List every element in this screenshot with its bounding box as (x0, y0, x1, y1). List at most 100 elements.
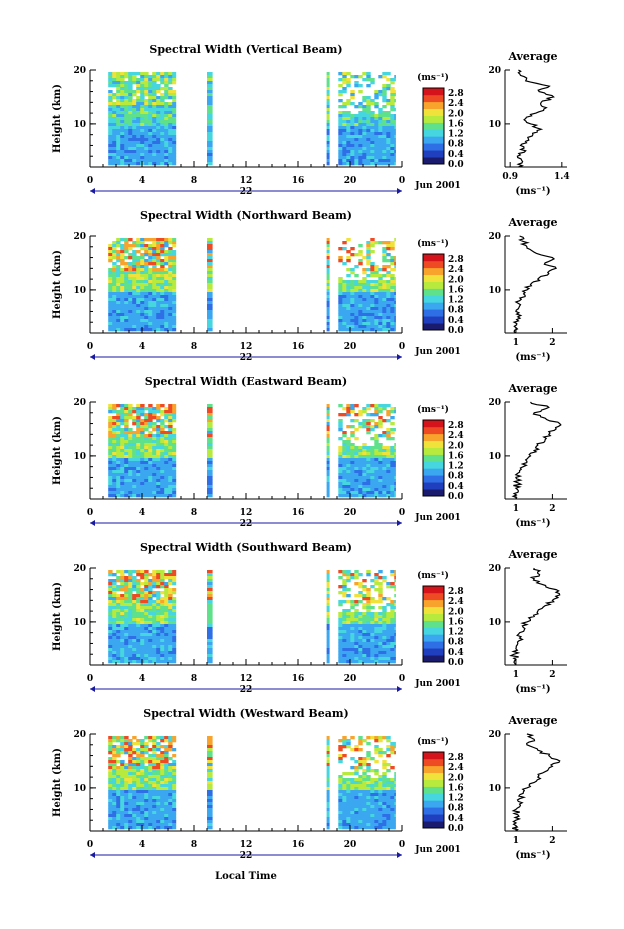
heatmap-cell (144, 75, 149, 79)
heatmap-cell (168, 458, 173, 462)
heatmap-cell (346, 126, 351, 130)
heatmap-cell (172, 304, 177, 308)
heatmap-cell (116, 615, 121, 619)
heatmap-cell (172, 413, 177, 417)
heatmap-cell (172, 428, 177, 432)
heatmap-cell (152, 162, 157, 166)
heatmap-cell (160, 316, 165, 320)
heatmap-cell (326, 156, 330, 160)
heatmap-cell (136, 440, 141, 444)
heatmap-cell (140, 467, 145, 471)
heatmap-cell (140, 126, 145, 130)
heatmap-cell (160, 144, 165, 148)
heatmap-cell (370, 799, 375, 803)
heatmap-cell (326, 87, 330, 91)
heatmap-cell (207, 316, 213, 320)
heatmap-cell (390, 446, 395, 450)
heatmap-cell (120, 775, 125, 779)
heatmap-cell (160, 138, 165, 142)
heatmap-cell (338, 437, 343, 441)
heatmap-cell (140, 473, 145, 477)
heatmap-cell (144, 93, 149, 97)
heatmap-cell (136, 150, 141, 154)
heatmap-cell (342, 78, 347, 82)
heatmap-cell (144, 126, 149, 130)
heatmap-cell (346, 298, 351, 302)
heatmap-cell (108, 138, 113, 142)
heatmap-cell (152, 609, 157, 613)
heatmap-cell (148, 93, 153, 97)
y-tick-label: 10 (73, 618, 86, 628)
heatmap-cell (370, 612, 375, 616)
heatmap-cell (152, 304, 157, 308)
heatmap-cell (362, 325, 367, 329)
heatmap-cell (394, 452, 396, 456)
heatmap-cell (108, 274, 113, 278)
heatmap-cell (326, 72, 330, 76)
heatmap-cell (156, 597, 161, 601)
heatmap-cell (358, 742, 363, 746)
heatmap-cell (152, 763, 157, 767)
heatmap-cell (378, 241, 383, 245)
heatmap-cell (338, 283, 343, 287)
heatmap-cell (116, 141, 121, 145)
heatmap-cell (108, 582, 113, 586)
heatmap-cell (164, 289, 169, 293)
heatmap-cell (326, 425, 330, 429)
heatmap-cell (156, 748, 161, 752)
heatmap-cell (128, 407, 133, 411)
heatmap-cell (112, 425, 117, 429)
heatmap-cell (112, 757, 117, 761)
heatmap-cell (156, 150, 161, 154)
heatmap-cell (164, 132, 169, 136)
heatmap-cell (120, 301, 125, 305)
heatmap-cell (136, 573, 141, 577)
heatmap-cell (128, 304, 133, 308)
heatmap-cell (160, 787, 165, 791)
heatmap-cell (370, 464, 375, 468)
heatmap-cell (124, 93, 129, 97)
heatmap-cell (108, 78, 113, 82)
heatmap-cell (394, 570, 396, 574)
heatmap-cell (386, 117, 391, 121)
heatmap-cell (366, 811, 371, 815)
colorbar-unit: (ms⁻¹) (417, 404, 449, 415)
heatmap-cell (124, 576, 129, 580)
heatmap-cell (136, 407, 141, 411)
heatmap-cell (374, 289, 379, 293)
heatmap-cell (172, 603, 177, 607)
heatmap-cell (116, 87, 121, 91)
heatmap-cell (112, 814, 117, 818)
heatmap-cell (346, 289, 351, 293)
heatmap-cell (338, 117, 343, 121)
heatmap-cell (374, 283, 379, 287)
heatmap-cell (136, 126, 141, 130)
heatmap-cell (326, 301, 330, 305)
heatmap-cell (346, 268, 351, 272)
heatmap-cell (172, 325, 177, 329)
heatmap-cell (116, 808, 121, 812)
heatmap-cell (132, 630, 137, 634)
heatmap-cell (148, 826, 153, 830)
heatmap-cell (152, 654, 157, 658)
heatmap-cell (132, 265, 137, 269)
heatmap-cell (132, 292, 137, 296)
heatmap-cell (116, 775, 121, 779)
heatmap-cell (374, 600, 379, 604)
heatmap-cell (366, 283, 371, 287)
heatmap-cell (207, 799, 213, 803)
heatmap-cell (358, 657, 363, 661)
heatmap-cell (342, 322, 347, 326)
heatmap-cell (207, 274, 213, 278)
heatmap-cell (160, 603, 165, 607)
heatmap-cell (346, 790, 351, 794)
heatmap-cell (354, 633, 359, 637)
heatmap-cell (370, 78, 375, 82)
heatmap-cell (378, 639, 383, 643)
heatmap-cell (148, 102, 153, 106)
heatmap-cell (124, 105, 129, 109)
heatmap-cell (168, 247, 173, 251)
heatmap-cell (160, 410, 165, 414)
heatmap-cell (338, 799, 343, 803)
heatmap-cell (374, 265, 379, 269)
